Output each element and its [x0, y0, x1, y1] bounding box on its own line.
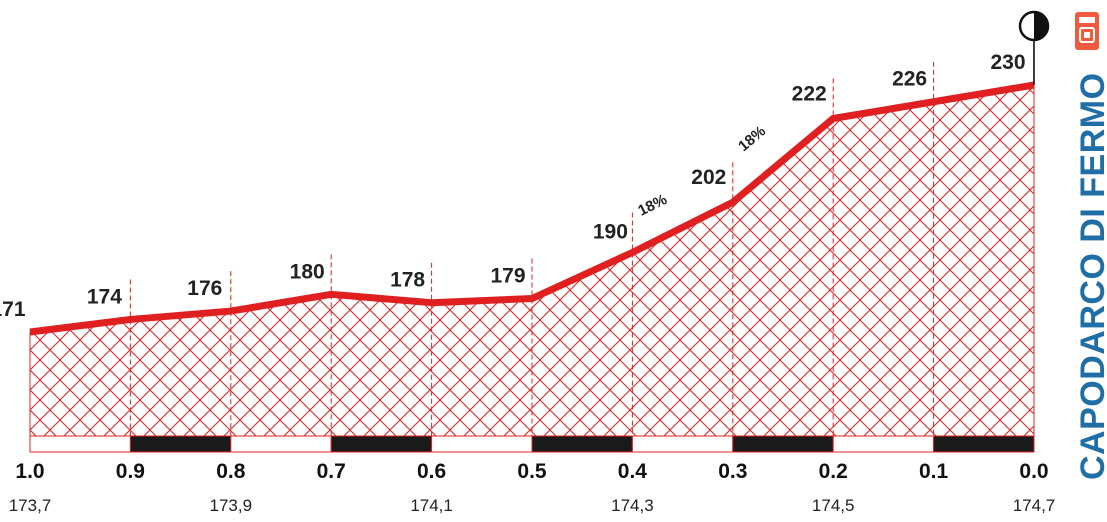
km-tick-label: 0.1	[919, 460, 949, 483]
bar-segment	[531, 435, 633, 453]
altitude-label: 202	[691, 166, 726, 189]
bar-segment	[832, 435, 935, 453]
altitude-label: 180	[290, 260, 325, 283]
km-tick-label: 1.0	[15, 460, 44, 483]
km-tick-label: 0.8	[216, 460, 246, 483]
bar-segment	[732, 435, 834, 453]
km-tick-label: 0.4	[618, 460, 648, 483]
km-tick-label: 0.6	[417, 460, 446, 483]
bar-segment	[330, 435, 433, 453]
bar-segment	[230, 435, 332, 453]
altitude-label: 230	[990, 51, 1025, 74]
distance-bar	[29, 435, 1035, 453]
altitude-label: 176	[187, 277, 222, 300]
profile-line	[29, 81, 1035, 336]
gridlines	[129, 61, 935, 436]
gradient-label: 18%	[735, 123, 769, 155]
distance-tick-label: 174,7	[1013, 496, 1056, 515]
altitude-label: 190	[593, 220, 628, 243]
altitude-label: 222	[792, 82, 827, 105]
profile-polyline	[29, 81, 1035, 336]
km-tick-label: 0.2	[819, 460, 848, 483]
bar-segment	[933, 435, 1035, 453]
bar-segment	[431, 435, 533, 453]
finish-title: CAPODARCO DI FERMO	[1074, 72, 1107, 480]
km-ticks: 1.0 0.9 0.8 0.7 0.6 0.5 0.4 0.3 0.2 0.1 0.0	[15, 460, 1048, 483]
gradient-label: 18%	[635, 191, 669, 220]
km-tick-label: 0.5	[517, 460, 547, 483]
uphill-finish-icon	[1075, 12, 1099, 50]
bar-segment	[129, 435, 232, 453]
altitude-labels: 171 174 176 180 178 179 190 202 222 226 230	[0, 51, 1026, 321]
distance-tick-label: 174,5	[812, 496, 855, 515]
altitude-label: 171	[0, 298, 26, 321]
bar-segment	[631, 435, 734, 453]
km-tick-label: 0.9	[116, 460, 145, 483]
distance-tick-label: 174,3	[611, 496, 654, 515]
finish-flag-icon	[1018, 10, 1050, 85]
km-tick-label: 0.0	[1019, 460, 1048, 483]
distance-tick-label: 174,1	[410, 496, 453, 515]
altitude-label: 174	[87, 285, 122, 308]
altitude-label: 178	[390, 269, 425, 292]
km-tick-label: 0.7	[317, 460, 346, 483]
altitude-label: 179	[490, 265, 525, 288]
distance-tick-label: 173,7	[9, 496, 52, 515]
km-tick-label: 0.3	[718, 460, 747, 483]
bar-segment	[29, 435, 131, 453]
distance-tick-label: 173,9	[210, 496, 253, 515]
distance-ticks: 173,7 173,9 174,1 174,3 174,5 174,7	[9, 496, 1056, 515]
altitude-label: 226	[892, 68, 927, 91]
